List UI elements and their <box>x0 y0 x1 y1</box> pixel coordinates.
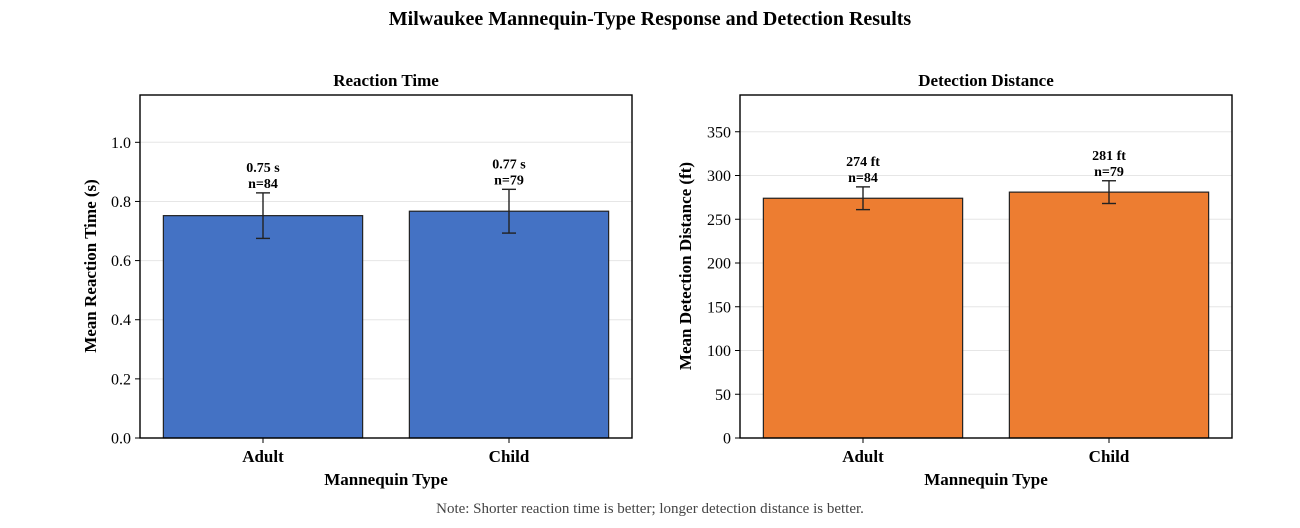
footnote: Note: Shorter reaction time is better; l… <box>436 501 864 517</box>
data-label-n: n=79 <box>494 173 524 188</box>
data-label-value: 0.75 s <box>246 161 280 176</box>
x-tick-label: Adult <box>842 447 884 466</box>
x-tick-label: Child <box>489 447 530 466</box>
panel-title-distance: Detection Distance <box>918 71 1054 90</box>
panel-title-reaction: Reaction Time <box>333 71 439 90</box>
reaction-bar-adult <box>162 215 364 439</box>
x-axis-label-reaction: Mannequin Type <box>324 470 448 489</box>
data-label-value: 274 ft <box>846 155 880 170</box>
y-tick-label: 0 <box>723 431 731 448</box>
y-tick-label: 0.2 <box>111 371 131 388</box>
data-label-n: n=79 <box>1094 165 1124 180</box>
data-label-n: n=84 <box>248 177 278 192</box>
y-tick-label: 150 <box>707 299 731 316</box>
plot-frame <box>139 94 633 439</box>
y-tick-label: 0.6 <box>111 253 131 270</box>
distance-bar-child <box>1008 191 1210 439</box>
figure-title: Milwaukee Mannequin-Type Response and De… <box>389 8 912 30</box>
y-tick-label: 50 <box>715 387 731 404</box>
data-label-n: n=84 <box>848 171 878 186</box>
detection-distance-panel: 0 50 100 150 200 250 300 350 274 ftn=84 Adult 281 … <box>707 94 1233 466</box>
y-tick-label: 350 <box>707 124 731 141</box>
y-tick-label: 200 <box>707 256 731 273</box>
plot-frame <box>739 94 1233 439</box>
y-axis-label-distance: Mean Detection Distance (ft) <box>676 162 695 370</box>
y-axis-label-reaction: Mean Reaction Time (s) <box>81 179 100 353</box>
data-label-value: 281 ft <box>1092 149 1126 164</box>
data-label-value: 0.77 s <box>492 157 526 172</box>
reaction-bar-child <box>408 210 610 439</box>
x-axis-label-distance: Mannequin Type <box>924 470 1048 489</box>
y-tick-label: 1.0 <box>111 135 131 152</box>
x-tick-label: Adult <box>242 447 284 466</box>
y-tick-label: 300 <box>707 168 731 185</box>
x-tick-label: Child <box>1089 447 1130 466</box>
distance-bar-adult <box>762 197 964 439</box>
y-tick-label: 0.8 <box>111 194 131 211</box>
y-tick-label: 250 <box>707 212 731 229</box>
y-tick-label: 0.4 <box>111 312 131 329</box>
y-tick-label: 0.0 <box>111 431 131 448</box>
reaction-time-panel: 0.0 0.2 0.4 0.6 0.8 1.0 0.75 sn=84 Adult 0.77 sn… <box>111 94 633 466</box>
y-tick-label: 100 <box>707 343 731 360</box>
